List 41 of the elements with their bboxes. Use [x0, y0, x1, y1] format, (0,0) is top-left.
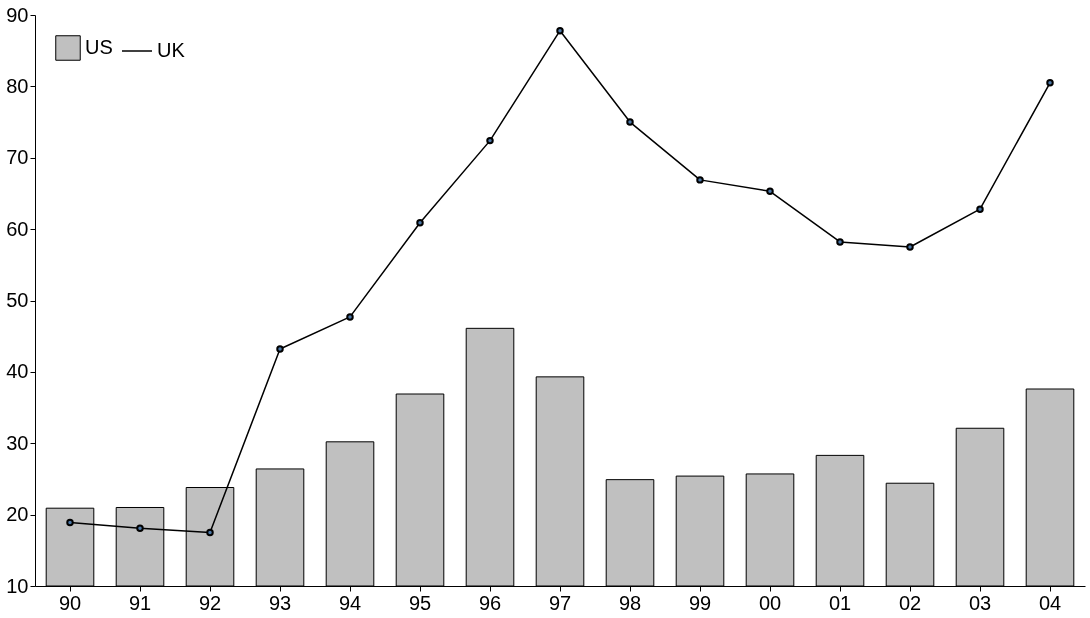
- point: [346, 313, 354, 321]
- point: [906, 243, 914, 251]
- point: [136, 524, 144, 532]
- x-tick-label: 02: [898, 591, 922, 614]
- point: [486, 136, 494, 145]
- x-tick-label: 97: [548, 591, 572, 614]
- point: [556, 26, 564, 35]
- x-tick-label: 91: [128, 591, 152, 614]
- legend-label: UK: [157, 39, 186, 61]
- x-tick-label: 96: [478, 591, 502, 614]
- y-tick-label: 90: [6, 3, 29, 26]
- point: [416, 218, 424, 227]
- y-tick-label: 70: [6, 146, 29, 169]
- y-tick-label: 50: [6, 289, 29, 311]
- y-tick-label: 10: [6, 574, 29, 597]
- y-tick-label: 60: [6, 217, 29, 240]
- x-tick-label: 92: [198, 591, 222, 614]
- x-tick-label: 90: [58, 591, 82, 614]
- x-tick-label: 93: [268, 591, 292, 614]
- point: [976, 205, 984, 213]
- x-tick-label: 01: [828, 591, 852, 614]
- y-tick-label: 30: [6, 431, 29, 454]
- point: [836, 238, 844, 246]
- x-tick-label: 04: [1038, 591, 1062, 614]
- point: [696, 176, 704, 184]
- legend-label: US: [85, 36, 113, 58]
- x-tick-label: 00: [758, 591, 782, 614]
- point: [206, 528, 214, 537]
- point: [66, 518, 74, 527]
- y-tick-label: 80: [6, 74, 29, 97]
- x-tick-label: 94: [338, 591, 362, 614]
- x-tick-label: 95: [408, 591, 432, 614]
- x-tick-label: 03: [968, 591, 992, 614]
- point: [626, 118, 634, 126]
- x-tick-label: 99: [688, 591, 712, 614]
- point: [276, 345, 284, 353]
- point: [1046, 79, 1054, 87]
- y-tick-label: 20: [6, 503, 29, 526]
- x-tick-label: 98: [618, 591, 642, 614]
- y-tick-label: 40: [6, 360, 29, 383]
- point: [766, 187, 774, 196]
